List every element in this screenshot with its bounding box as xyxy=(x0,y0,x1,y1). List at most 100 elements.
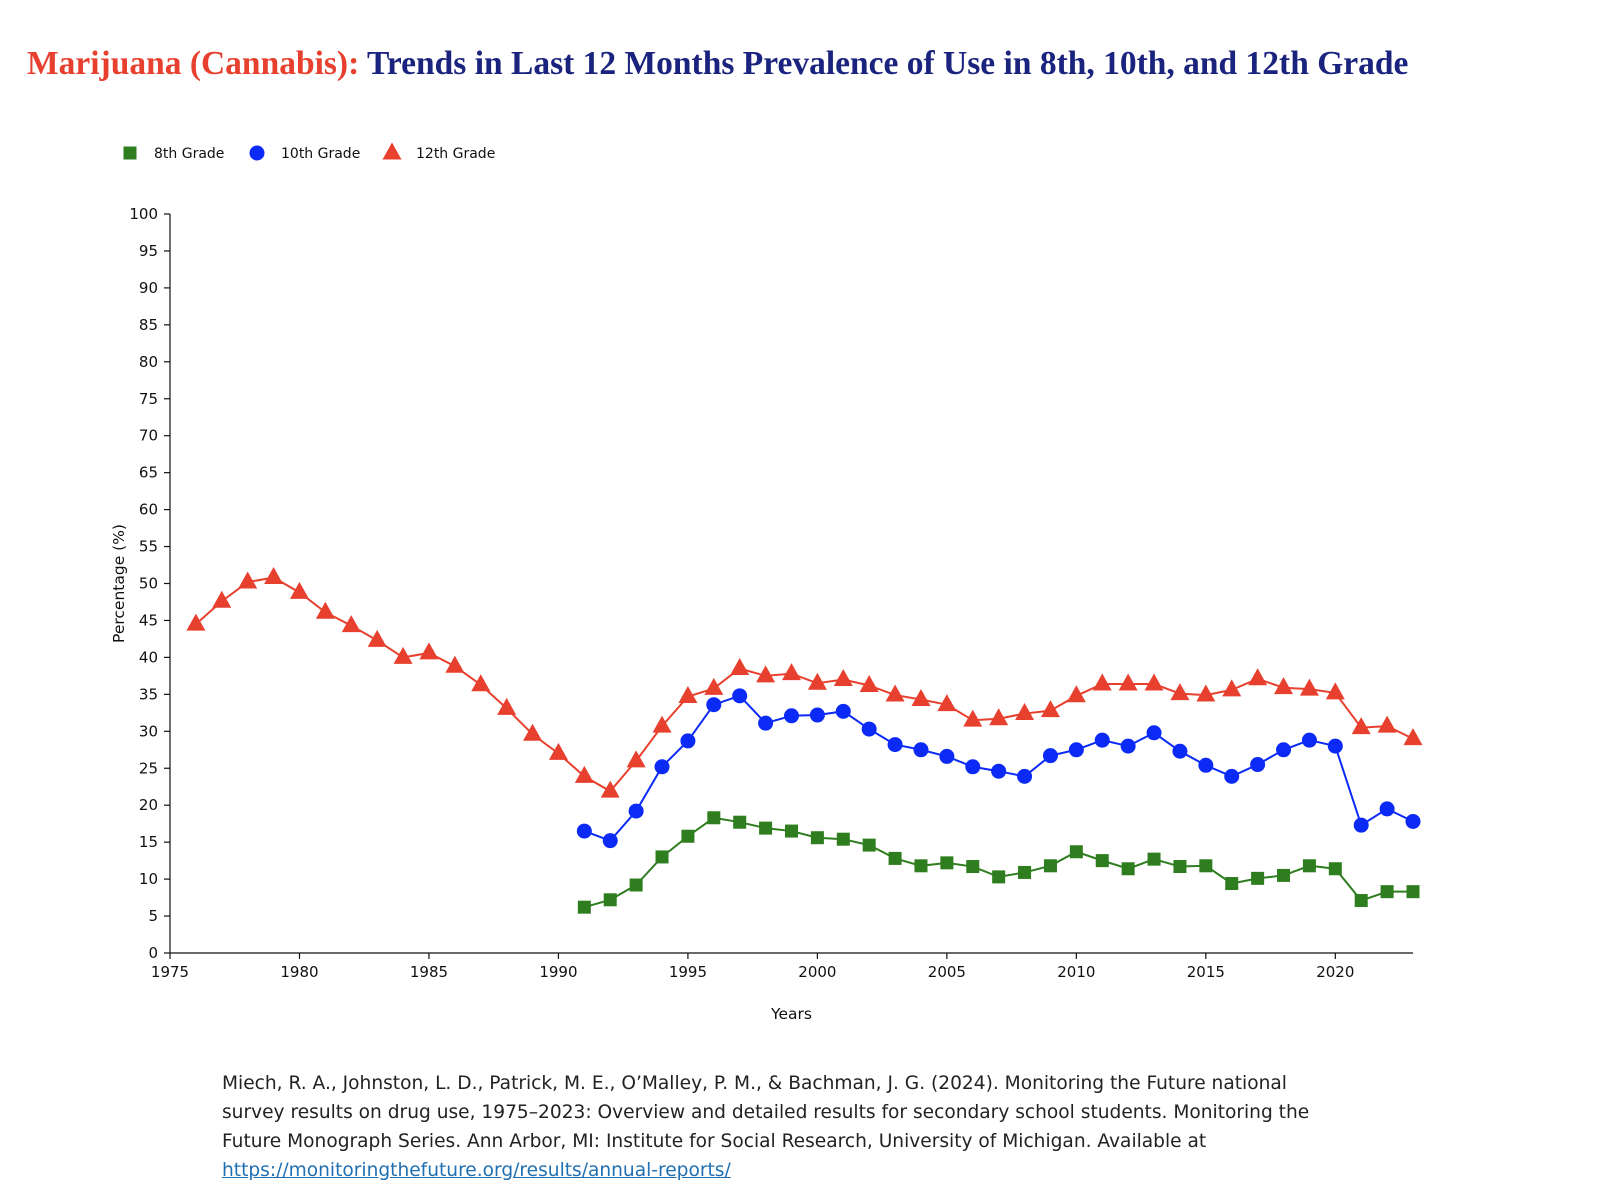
y-tick-label: 55 xyxy=(139,538,158,556)
x-axis-title: Years xyxy=(770,1005,812,1020)
data-point xyxy=(1146,725,1162,741)
data-point xyxy=(1405,813,1421,829)
legend-label: 10th Grade xyxy=(281,146,360,162)
data-point xyxy=(680,733,696,749)
data-point xyxy=(937,694,957,712)
data-point xyxy=(315,601,335,619)
data-point xyxy=(862,838,876,852)
data-point xyxy=(730,657,750,675)
data-point xyxy=(1225,877,1239,891)
data-point xyxy=(1068,742,1084,758)
data-point xyxy=(836,832,850,846)
data-point xyxy=(1248,668,1268,686)
data-point xyxy=(1274,677,1294,695)
data-point xyxy=(1147,852,1161,866)
data-point xyxy=(759,821,773,835)
data-point xyxy=(523,723,543,741)
legend-label: 12th Grade xyxy=(416,146,495,162)
data-point xyxy=(1379,801,1395,817)
y-tick-label: 45 xyxy=(139,611,158,629)
citation-text: Miech, R. A., Johnston, L. D., Patrick, … xyxy=(222,1073,1310,1152)
data-point xyxy=(264,567,284,585)
data-point xyxy=(1380,885,1394,899)
data-point xyxy=(600,780,620,798)
y-tick-label: 50 xyxy=(139,575,158,593)
legend-marker xyxy=(382,142,402,160)
data-point xyxy=(1299,678,1319,696)
data-point xyxy=(574,765,594,783)
data-point xyxy=(756,665,776,683)
citation: Miech, R. A., Johnston, L. D., Patrick, … xyxy=(222,1069,1342,1185)
data-point xyxy=(1118,673,1138,691)
data-point xyxy=(289,581,309,599)
data-point xyxy=(939,748,955,764)
data-point xyxy=(989,708,1009,726)
data-point xyxy=(655,850,669,864)
citation-link[interactable]: https://monitoringthefuture.org/results/… xyxy=(222,1160,731,1181)
data-point xyxy=(1351,717,1371,735)
y-tick-label: 60 xyxy=(139,501,158,519)
data-point xyxy=(913,742,929,758)
data-point xyxy=(785,824,798,838)
data-point xyxy=(186,613,206,631)
data-point xyxy=(445,655,465,673)
legend-marker xyxy=(249,145,265,161)
data-point xyxy=(1277,868,1291,882)
data-point xyxy=(1199,859,1213,873)
y-tick-label: 65 xyxy=(139,464,158,482)
x-tick-label: 2005 xyxy=(928,963,966,981)
data-point xyxy=(809,707,825,723)
data-point xyxy=(1354,894,1368,908)
data-point xyxy=(341,615,361,633)
data-point xyxy=(1172,743,1188,759)
x-tick-label: 1975 xyxy=(151,963,189,981)
y-tick-label: 30 xyxy=(139,722,158,740)
x-tick-label: 1990 xyxy=(539,963,577,981)
legend-marker xyxy=(123,146,137,160)
data-point xyxy=(576,823,592,839)
data-point xyxy=(654,759,670,775)
y-tick-label: 5 xyxy=(148,907,158,925)
legend-label: 8th Grade xyxy=(154,146,224,162)
data-point xyxy=(367,629,387,647)
chart-title: Marijuana (Cannabis): Trends in Last 12 … xyxy=(27,44,1408,84)
data-point xyxy=(1018,865,1032,879)
data-point xyxy=(963,709,983,727)
data-point xyxy=(911,688,931,706)
y-tick-label: 95 xyxy=(139,242,158,260)
data-point xyxy=(497,697,517,715)
data-point xyxy=(1250,757,1266,773)
y-tick-label: 75 xyxy=(139,390,158,408)
y-tick-label: 0 xyxy=(148,944,158,962)
data-point xyxy=(548,742,568,760)
data-point xyxy=(602,833,618,849)
data-point xyxy=(732,688,748,704)
data-point xyxy=(1327,738,1343,754)
data-point xyxy=(992,870,1006,884)
data-point xyxy=(1069,845,1083,859)
data-point xyxy=(678,686,698,704)
data-point xyxy=(1196,684,1216,702)
data-point xyxy=(733,815,747,829)
data-point xyxy=(1015,703,1035,721)
data-point xyxy=(706,697,722,713)
y-tick-label: 35 xyxy=(139,685,158,703)
data-point xyxy=(707,811,721,825)
data-point xyxy=(1066,685,1086,703)
data-point xyxy=(704,677,724,695)
data-point xyxy=(861,721,877,737)
data-point xyxy=(810,831,824,845)
data-point xyxy=(1043,859,1057,873)
series-10th-grade xyxy=(576,688,1421,849)
y-tick-label: 20 xyxy=(139,796,158,814)
data-point xyxy=(1403,728,1423,746)
x-tick-label: 2010 xyxy=(1057,963,1095,981)
x-tick-label: 2000 xyxy=(798,963,836,981)
data-point xyxy=(1406,885,1420,899)
data-point xyxy=(652,715,672,733)
chart-legend: 8th Grade 10th Grade 12th Grade xyxy=(123,142,495,162)
x-tick-label: 2015 xyxy=(1187,963,1225,981)
x-tick-label: 1985 xyxy=(410,963,448,981)
data-point xyxy=(807,672,827,690)
data-point xyxy=(626,750,646,768)
